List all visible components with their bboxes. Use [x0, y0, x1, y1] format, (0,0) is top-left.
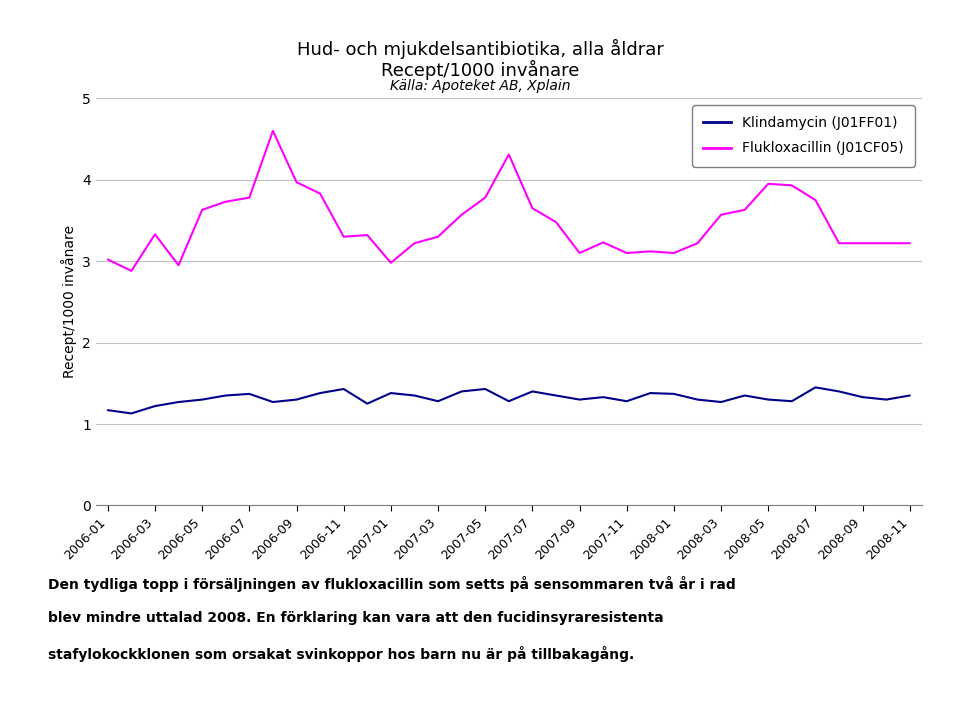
Klindamycin (J01FF01) — [550, 391, 562, 399]
Flukloxacillin (J01CF05) — [456, 211, 468, 219]
Flukloxacillin (J01CF05) — [314, 190, 325, 198]
Klindamycin (J01FF01) — [456, 388, 468, 396]
Flukloxacillin (J01CF05) — [762, 180, 774, 188]
Klindamycin (J01FF01) — [809, 383, 821, 392]
Flukloxacillin (J01CF05) — [385, 258, 396, 267]
Flukloxacillin (J01CF05) — [527, 204, 539, 213]
Klindamycin (J01FF01) — [597, 393, 609, 402]
Klindamycin (J01FF01) — [267, 398, 278, 406]
Klindamycin (J01FF01) — [904, 391, 916, 399]
Text: blev mindre uttalad 2008. En förklaring kan vara att den fucidinsyraresistenta: blev mindre uttalad 2008. En förklaring … — [48, 611, 663, 625]
Klindamycin (J01FF01) — [503, 397, 515, 406]
Flukloxacillin (J01CF05) — [503, 150, 515, 159]
Klindamycin (J01FF01) — [173, 398, 184, 406]
Flukloxacillin (J01CF05) — [197, 206, 208, 214]
Klindamycin (J01FF01) — [102, 406, 113, 414]
Klindamycin (J01FF01) — [338, 385, 349, 393]
Flukloxacillin (J01CF05) — [692, 239, 704, 247]
Flukloxacillin (J01CF05) — [102, 256, 113, 264]
Line: Klindamycin (J01FF01): Klindamycin (J01FF01) — [108, 388, 910, 413]
Klindamycin (J01FF01) — [149, 402, 160, 410]
Flukloxacillin (J01CF05) — [220, 197, 231, 206]
Klindamycin (J01FF01) — [126, 409, 137, 418]
Klindamycin (J01FF01) — [880, 395, 892, 404]
Klindamycin (J01FF01) — [786, 397, 798, 406]
Klindamycin (J01FF01) — [644, 389, 656, 397]
Klindamycin (J01FF01) — [527, 388, 539, 396]
Klindamycin (J01FF01) — [692, 395, 704, 404]
Klindamycin (J01FF01) — [739, 391, 751, 399]
Klindamycin (J01FF01) — [220, 391, 231, 399]
Klindamycin (J01FF01) — [409, 391, 420, 399]
Text: stafylokockklonen som orsakat svinkoppor hos barn nu är på tillbakagång.: stafylokockklonen som orsakat svinkoppor… — [48, 646, 635, 662]
Klindamycin (J01FF01) — [291, 395, 302, 404]
Flukloxacillin (J01CF05) — [267, 126, 278, 135]
Flukloxacillin (J01CF05) — [880, 239, 892, 247]
Klindamycin (J01FF01) — [314, 389, 325, 397]
Flukloxacillin (J01CF05) — [644, 247, 656, 256]
Flukloxacillin (J01CF05) — [291, 178, 302, 186]
Klindamycin (J01FF01) — [833, 388, 845, 396]
Flukloxacillin (J01CF05) — [126, 267, 137, 275]
Flukloxacillin (J01CF05) — [173, 261, 184, 270]
Klindamycin (J01FF01) — [362, 399, 373, 408]
Flukloxacillin (J01CF05) — [244, 194, 255, 202]
Flukloxacillin (J01CF05) — [149, 230, 160, 239]
Klindamycin (J01FF01) — [244, 390, 255, 398]
Flukloxacillin (J01CF05) — [809, 196, 821, 204]
Text: Källa: Apoteket AB, Xplain: Källa: Apoteket AB, Xplain — [390, 79, 570, 93]
Text: Hud- och mjukdelsantibiotika, alla åldrar: Hud- och mjukdelsantibiotika, alla åldra… — [297, 39, 663, 59]
Flukloxacillin (J01CF05) — [597, 238, 609, 246]
Klindamycin (J01FF01) — [385, 389, 396, 397]
Flukloxacillin (J01CF05) — [786, 181, 798, 190]
Text: Recept/1000 invånare: Recept/1000 invånare — [381, 60, 579, 80]
Klindamycin (J01FF01) — [574, 395, 586, 404]
Flukloxacillin (J01CF05) — [550, 218, 562, 226]
Klindamycin (J01FF01) — [715, 398, 727, 406]
Klindamycin (J01FF01) — [762, 395, 774, 404]
Flukloxacillin (J01CF05) — [833, 239, 845, 247]
Flukloxacillin (J01CF05) — [432, 232, 444, 241]
Flukloxacillin (J01CF05) — [621, 249, 633, 257]
Klindamycin (J01FF01) — [197, 395, 208, 404]
Flukloxacillin (J01CF05) — [668, 249, 680, 257]
Legend: Klindamycin (J01FF01), Flukloxacillin (J01CF05): Klindamycin (J01FF01), Flukloxacillin (J… — [692, 105, 915, 166]
Flukloxacillin (J01CF05) — [857, 239, 869, 247]
Flukloxacillin (J01CF05) — [739, 206, 751, 214]
Line: Flukloxacillin (J01CF05): Flukloxacillin (J01CF05) — [108, 131, 910, 271]
Flukloxacillin (J01CF05) — [715, 211, 727, 219]
Text: Den tydliga topp i försäljningen av flukloxacillin som setts på sensommaren två : Den tydliga topp i försäljningen av fluk… — [48, 576, 735, 592]
Y-axis label: Recept/1000 invånare: Recept/1000 invånare — [60, 225, 77, 378]
Flukloxacillin (J01CF05) — [362, 231, 373, 239]
Klindamycin (J01FF01) — [479, 385, 491, 393]
Klindamycin (J01FF01) — [668, 390, 680, 398]
Flukloxacillin (J01CF05) — [338, 232, 349, 241]
Flukloxacillin (J01CF05) — [409, 239, 420, 247]
Klindamycin (J01FF01) — [621, 397, 633, 406]
Flukloxacillin (J01CF05) — [479, 194, 491, 202]
Klindamycin (J01FF01) — [857, 393, 869, 402]
Klindamycin (J01FF01) — [432, 397, 444, 406]
Flukloxacillin (J01CF05) — [904, 239, 916, 247]
Flukloxacillin (J01CF05) — [574, 249, 586, 257]
